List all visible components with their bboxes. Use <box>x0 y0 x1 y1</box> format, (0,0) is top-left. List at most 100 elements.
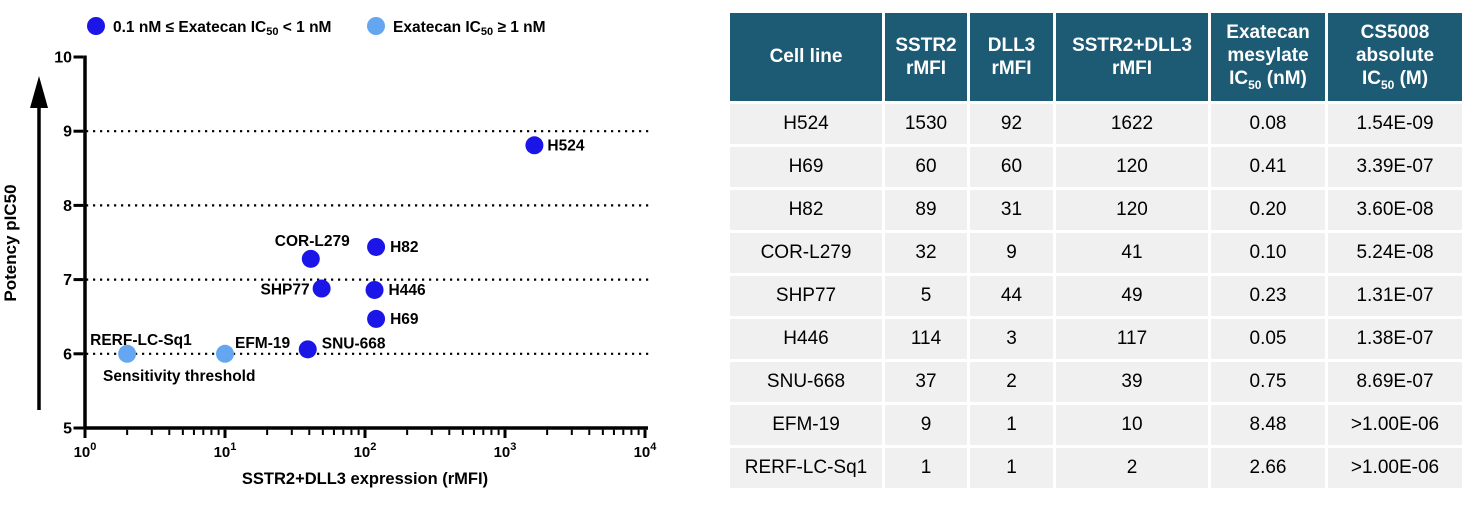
x-tick-label-10e2: 102 <box>354 441 377 461</box>
table-row-efm-19: EFM-19 9 1 10 8.48 >1.00E-06 <box>730 405 1462 445</box>
point-SNU-668 <box>298 340 317 359</box>
table-cell: 114 <box>885 319 967 359</box>
legend-marker-sensitive-icon <box>87 17 105 35</box>
sensitivity-threshold-label: Sensitivity threshold <box>103 368 255 385</box>
header-cell-cs5008: CS5008 absolute IC50 (M) <box>1328 13 1462 101</box>
x-tick-label-10e3: 103 <box>494 441 517 461</box>
table-cell: H82 <box>730 190 882 230</box>
point-H524 <box>525 136 544 155</box>
table-cell: 49 <box>1056 276 1208 316</box>
table-cell: 1530 <box>885 104 967 144</box>
point-label-RERF-LC-Sq1: RERF-LC-Sq1 <box>90 332 192 349</box>
table-cell: 60 <box>970 147 1053 187</box>
table-cell: 1.31E-07 <box>1328 276 1462 316</box>
y-tick-label-8: 8 <box>63 198 72 215</box>
table-cell: 92 <box>970 104 1053 144</box>
table-cell: 0.23 <box>1211 276 1325 316</box>
point-RERF-LC-Sq1 <box>118 344 137 363</box>
point-label-H446: H446 <box>389 282 426 299</box>
table-cell: 5 <box>885 276 967 316</box>
table-cell: 1.38E-07 <box>1328 319 1462 359</box>
table-cell: 37 <box>885 362 967 402</box>
table-cell: 10 <box>1056 405 1208 445</box>
axes: 5 6 7 8 9 10 100 101 102 103 104 <box>30 50 658 461</box>
point-label-H69: H69 <box>390 311 419 328</box>
table-cell: 89 <box>885 190 967 230</box>
x-axis-label: SSTR2+DLL3 expression (rMFI) <box>242 470 488 488</box>
table-cell: 1 <box>885 448 967 488</box>
y-tick-label-6: 6 <box>63 346 72 363</box>
point-label-SHP77: SHP77 <box>261 282 310 299</box>
table-cell: 1622 <box>1056 104 1208 144</box>
table-cell: 3 <box>970 319 1053 359</box>
header-cell-dll3: DLL3 rMFI <box>970 13 1053 101</box>
gridlines <box>86 130 650 355</box>
y-tick-label-9: 9 <box>63 124 72 141</box>
y-axis-arrow-head-icon <box>30 76 48 108</box>
header-cell-exatecan: Exatecan mesylate IC50 (nM) <box>1211 13 1325 101</box>
point-label-SNU-668: SNU-668 <box>322 335 386 352</box>
legend-marker-resistant-icon <box>367 17 385 35</box>
y-tick-label-5: 5 <box>63 421 72 438</box>
table-cell: 60 <box>885 147 967 187</box>
scatter-plot-panel: 5 6 7 8 9 10 100 101 102 103 104 0.1 nM ≤ Exatecan… <box>0 0 700 513</box>
table-cell: SNU-668 <box>730 362 882 402</box>
point-label-H524: H524 <box>547 137 584 154</box>
table-cell: 1 <box>970 448 1053 488</box>
table-cell: 41 <box>1056 233 1208 273</box>
table-cell: 2 <box>970 362 1053 402</box>
table-cell: 0.20 <box>1211 190 1325 230</box>
point-H69 <box>367 309 386 328</box>
table-cell: COR-L279 <box>730 233 882 273</box>
point-COR-L279 <box>301 249 320 268</box>
y-tick-label-7: 7 <box>63 272 72 289</box>
x-tick-label-10e4: 104 <box>634 441 658 461</box>
point-SHP77 <box>312 279 331 298</box>
table-cell: RERF-LC-Sq1 <box>730 448 882 488</box>
scatter-plot: 5 6 7 8 9 10 100 101 102 103 104 0.1 nM ≤ Exatecan… <box>1 17 658 488</box>
legend: 0.1 nM ≤ Exatecan IC50 < 1 nM Exatecan IC… <box>87 17 546 38</box>
y-axis-label: Potency pIC50 <box>1 184 20 301</box>
table-row-shp77: SHP77 5 44 49 0.23 1.31E-07 <box>730 276 1462 316</box>
header-cell-sstr2-dll3: SSTR2+DLL3 rMFI <box>1056 13 1208 101</box>
table-cell: H69 <box>730 147 882 187</box>
table-cell: 0.08 <box>1211 104 1325 144</box>
table-row-cor-l279: COR-L279 32 9 41 0.10 5.24E-08 <box>730 233 1462 273</box>
legend-label-sensitive: 0.1 nM ≤ Exatecan IC50 < 1 nM <box>113 19 331 38</box>
table-cell: 3.39E-07 <box>1328 147 1462 187</box>
table-cell: 31 <box>970 190 1053 230</box>
point-EFM-19 <box>216 344 234 363</box>
cell-line-table: Cell line SSTR2 rMFI DLL3 rMFI SSTR2+DLL3 rMFI… <box>727 10 1465 491</box>
table-cell: >1.00E-06 <box>1328 448 1462 488</box>
header-cell-sstr2: SSTR2 rMFI <box>885 13 967 101</box>
table-cell: 2.66 <box>1211 448 1325 488</box>
legend-label-resistant: Exatecan IC50 ≥ 1 nM <box>393 19 546 38</box>
table-cell: 0.05 <box>1211 319 1325 359</box>
table-row-h524: H524 1530 92 1622 0.08 1.54E-09 <box>730 104 1462 144</box>
y-tick-label-10: 10 <box>54 50 72 67</box>
table-cell: 0.41 <box>1211 147 1325 187</box>
table-cell: 1.54E-09 <box>1328 104 1462 144</box>
table-cell: 120 <box>1056 190 1208 230</box>
point-H446 <box>365 280 384 299</box>
table-row-h82: H82 89 31 120 0.20 3.60E-08 <box>730 190 1462 230</box>
table-cell: 1 <box>970 405 1053 445</box>
table-cell: 44 <box>970 276 1053 316</box>
table-cell: >1.00E-06 <box>1328 405 1462 445</box>
table-cell: 32 <box>885 233 967 273</box>
table-cell: SHP77 <box>730 276 882 316</box>
table-cell: 0.10 <box>1211 233 1325 273</box>
table-cell: 3.60E-08 <box>1328 190 1462 230</box>
x-tick-label-10e1: 101 <box>214 441 237 461</box>
table-cell: 5.24E-08 <box>1328 233 1462 273</box>
table-cell: H524 <box>730 104 882 144</box>
table-cell: H446 <box>730 319 882 359</box>
table-cell: 39 <box>1056 362 1208 402</box>
table-row-snu-668: SNU-668 37 2 39 0.75 8.69E-07 <box>730 362 1462 402</box>
table-cell: 120 <box>1056 147 1208 187</box>
table-row-h69: H69 60 60 120 0.41 3.39E-07 <box>730 147 1462 187</box>
table-cell: 8.48 <box>1211 405 1325 445</box>
table-cell: 2 <box>1056 448 1208 488</box>
table-cell: 9 <box>970 233 1053 273</box>
